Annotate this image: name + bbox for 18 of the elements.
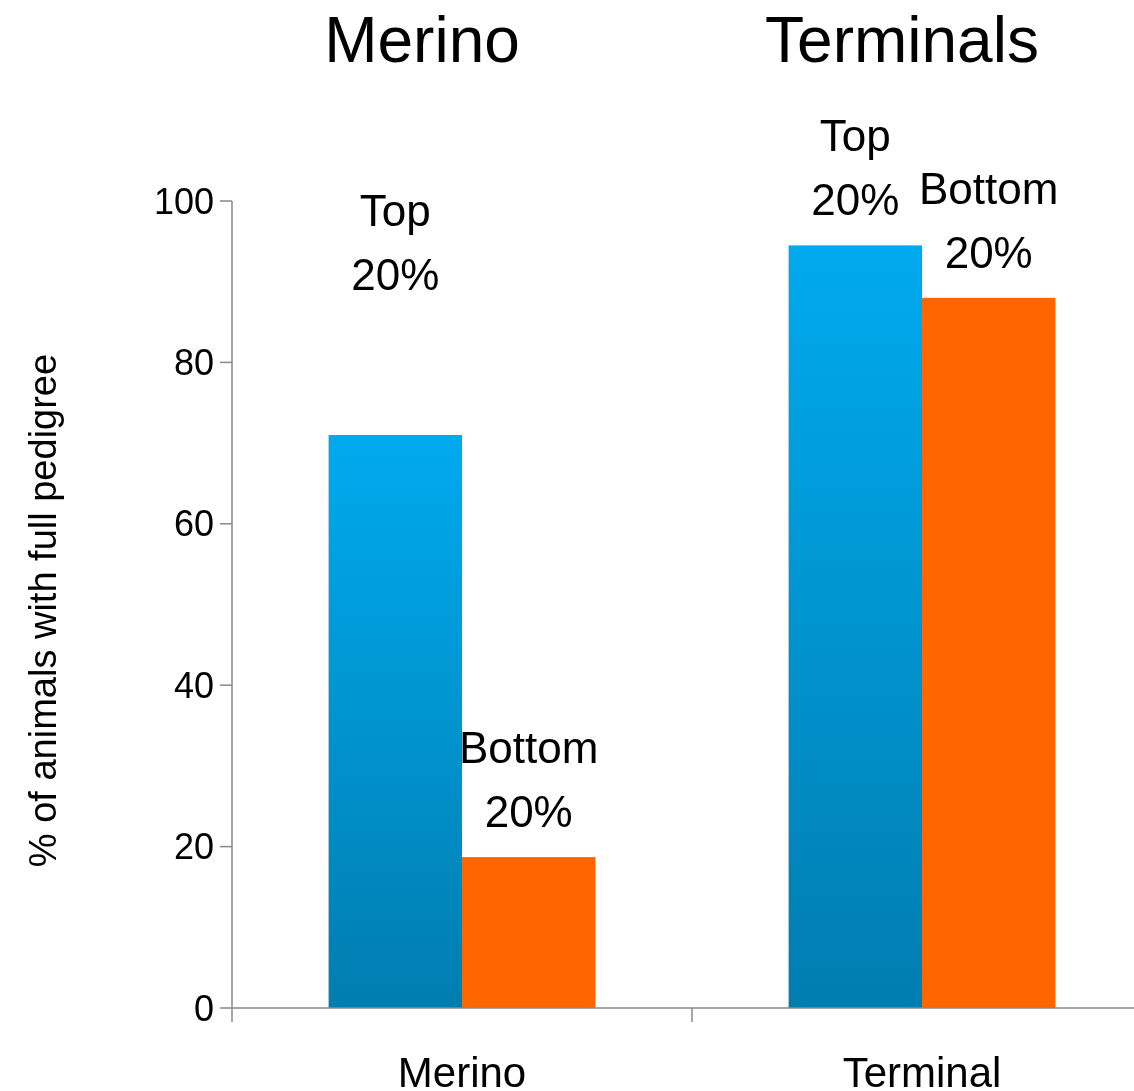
text: Merino bbox=[324, 4, 520, 76]
series-label: Top 20% bbox=[811, 111, 900, 225]
bar bbox=[328, 435, 462, 1008]
bar bbox=[922, 297, 1056, 1008]
y-tick-label: 40 bbox=[173, 664, 214, 706]
x-tick-label: Terminal bbox=[842, 1049, 1002, 1091]
text: Bottom 20% bbox=[459, 723, 599, 837]
bar bbox=[788, 245, 922, 1008]
y-tick-label: 0 bbox=[193, 987, 214, 1029]
y-tick-label: 60 bbox=[173, 503, 214, 545]
series-label: Bottom 20% bbox=[919, 163, 1059, 277]
y-tick-label: 100 bbox=[153, 180, 214, 222]
y-tick-label: 80 bbox=[173, 342, 214, 383]
y-tick-label: 20 bbox=[173, 826, 214, 868]
y-axis-title: % of animals with full pedigree bbox=[22, 353, 64, 868]
bar bbox=[462, 857, 596, 1008]
text: Top 20% bbox=[351, 186, 440, 300]
text: Terminals bbox=[765, 4, 1039, 76]
